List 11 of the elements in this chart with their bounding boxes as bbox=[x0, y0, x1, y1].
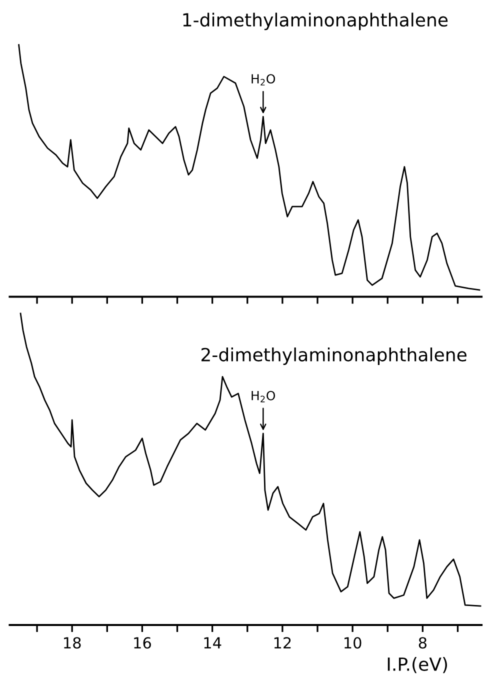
x-tick-label: 12 bbox=[274, 637, 291, 648]
x-tick-label: 8 bbox=[418, 637, 426, 649]
annotation: H$_{2}$O bbox=[252, 390, 276, 402]
x-tick-label: 16 bbox=[134, 637, 151, 649]
chart-title: 1-dimethylaminonaphthalene bbox=[183, 12, 448, 30]
x-tick-label: 18 bbox=[64, 637, 81, 649]
text: 2-dimethylaminonaphthalene bbox=[202, 347, 466, 365]
annotation: H$_{2}$O bbox=[252, 74, 276, 86]
x-tick-label: 10 bbox=[344, 637, 362, 649]
x-tick-label: 14 bbox=[204, 637, 222, 648]
x-axis-title: I.P.(eV) bbox=[388, 657, 447, 674]
